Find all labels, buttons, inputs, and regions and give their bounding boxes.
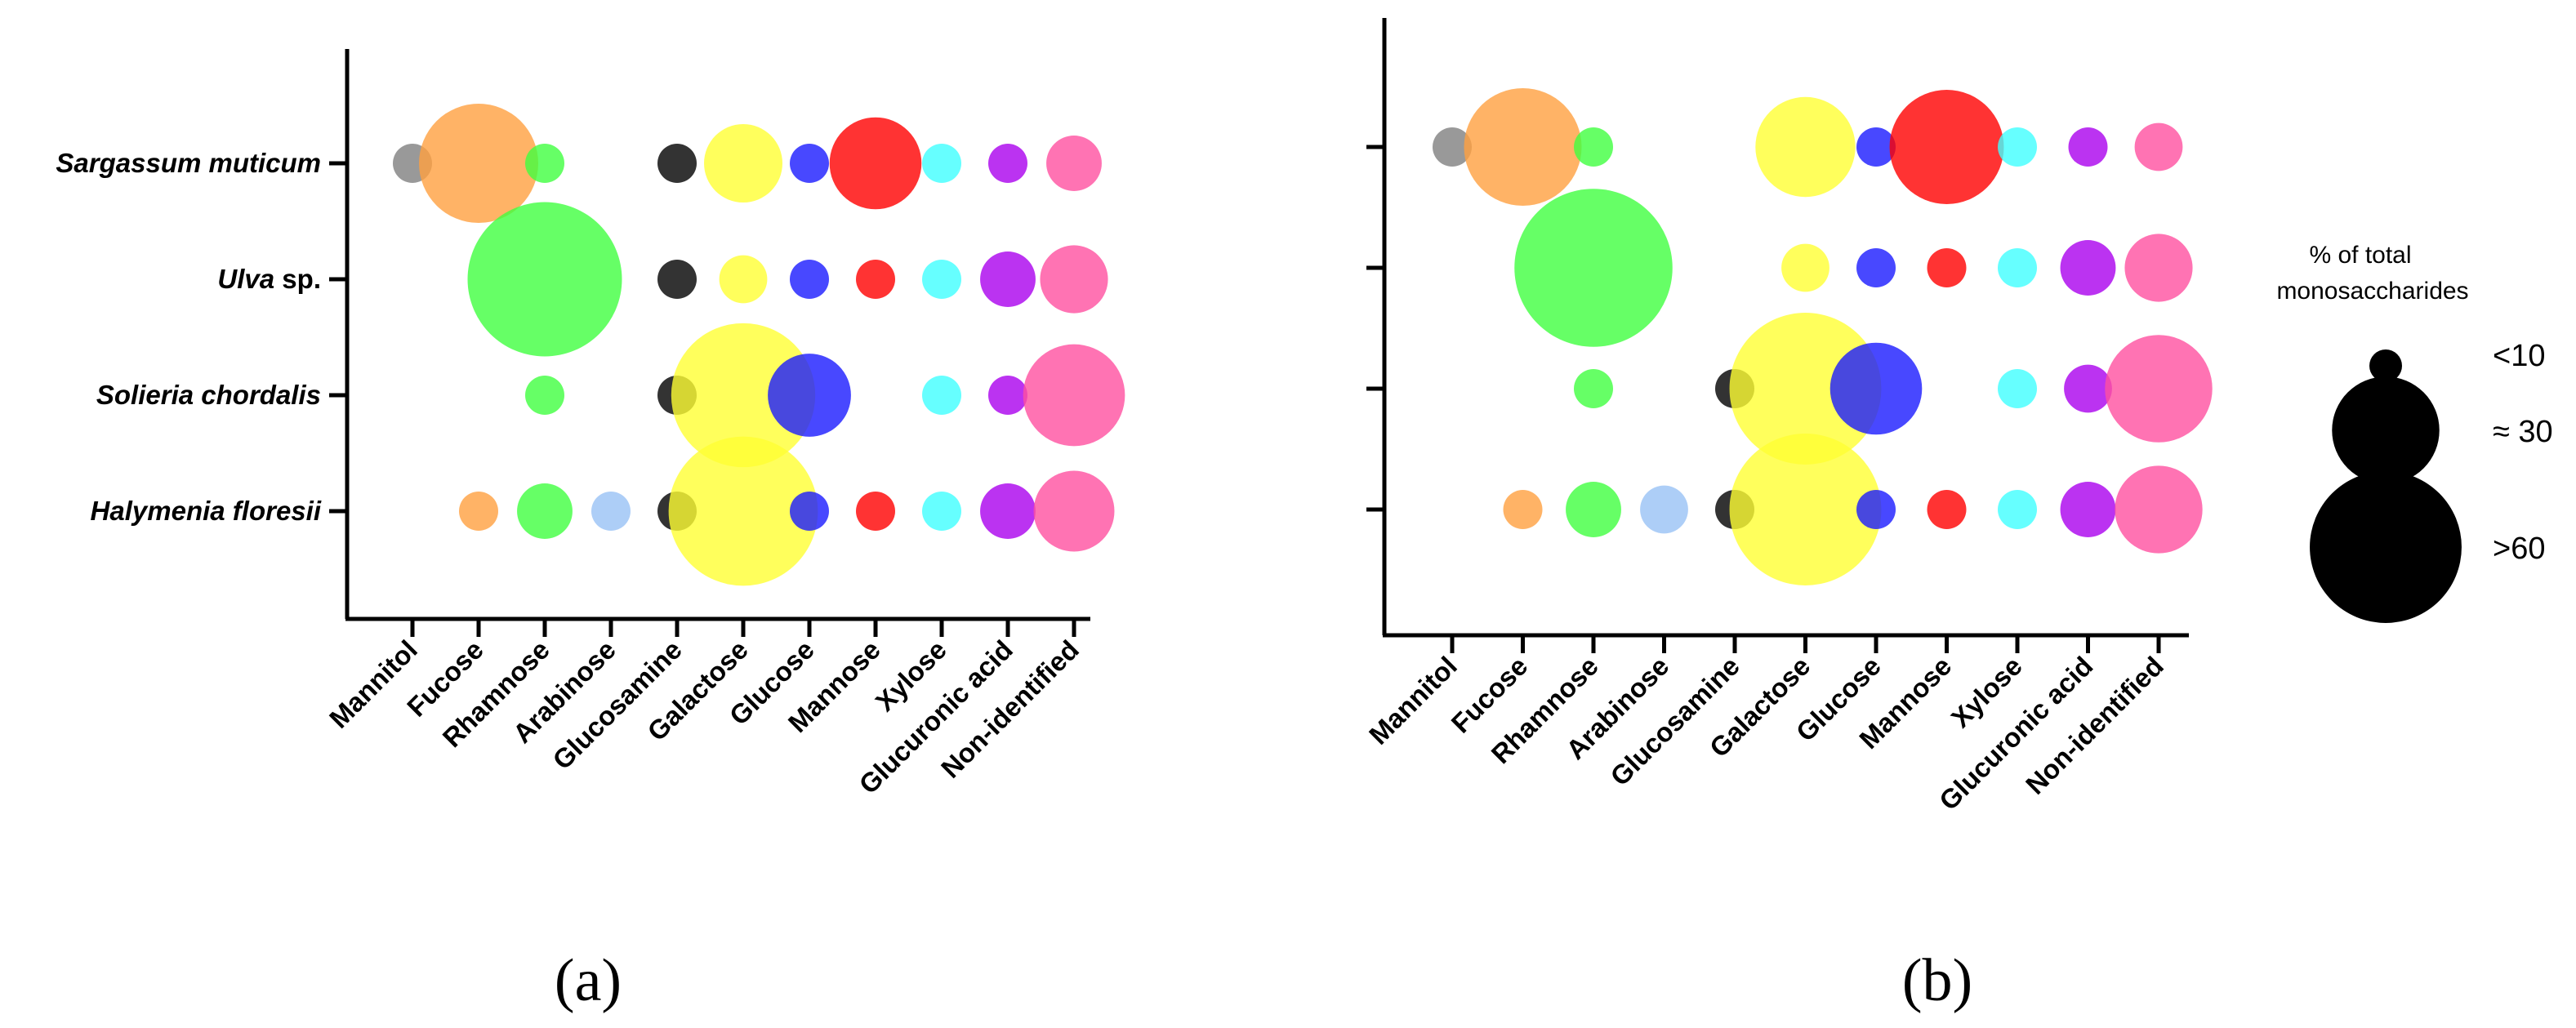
legend-title-line1: % of total [2309,242,2411,269]
row-label-sargassum-muticum: Sargassum muticum [56,148,321,178]
bubble-sargassum-muticum-galactose [1755,96,1856,198]
bubble-sargassum-muticum-mannose [829,117,922,210]
bubble-sargassum-muticum-glucose [1856,127,1896,167]
bubble-sargassum-muticum-galactose [704,124,782,202]
legend-bubble-1 [2369,349,2402,382]
bubble-sargassum-muticum-non-identified [1046,136,1102,191]
bubble-halymenia-floresii-mannose [856,492,895,531]
bubble-ulva-sp-non-identified [1040,245,1108,314]
bubble-halymenia-floresii-glucose [790,492,829,531]
bubble-halymenia-floresii-rhamnose [1566,482,1621,537]
row-label-solieria-chordalis: Solieria chordalis [96,380,321,410]
panel-a: Sargassum muticum Ulva sp. Solieria chorda… [56,49,1125,1014]
bubble-sargassum-muticum-rhamnose [1574,127,1613,167]
bubble-halymenia-floresii-galactose [668,436,818,586]
row-label-ulva-sp: Ulva sp. [217,264,321,294]
bubble-ulva-sp-glucose [1856,248,1896,287]
bubble-solieria-chordalis-rhamnose [525,376,564,415]
legend-label-3: >60 [2493,532,2545,566]
bubble-sargassum-muticum-glucuronic-acid [2068,127,2108,167]
bubble-sargassum-muticum-glucuronic-acid [988,144,1027,183]
bubble-solieria-chordalis-galactose [671,323,816,468]
row-label-name: Halymenia floresii [91,496,322,526]
x-tick-label-mannitol: Mannitol [1363,651,1463,750]
bubble-solieria-chordalis-non-identified [2105,335,2213,443]
bubble-sargassum-muticum-fucose [419,104,538,223]
bubble-sargassum-muticum-glucosamine [657,144,697,183]
bubble-ulva-sp-rhamnose [467,202,622,357]
bubble-ulva-sp-mannose [856,260,895,299]
bubble-solieria-chordalis-xylose [922,376,961,415]
row-label-name: Solieria chordalis [96,380,321,410]
panel-b: MannitolFucoseRhamnoseArabinoseGlucosami… [1363,18,2213,1014]
row-label-name: Ulva [217,264,274,294]
bubble-halymenia-floresii-non-identified [2115,465,2203,554]
bubble-sargassum-muticum-mannitol [1433,127,1472,167]
bubble-halymenia-floresii-mannose [1927,490,1967,529]
bubble-solieria-chordalis-glucose [1829,342,1923,435]
row-label-halymenia-floresii: Halymenia floresii [91,496,322,526]
bubble-halymenia-floresii-rhamnose [517,483,573,539]
bubble-ulva-sp-glucuronic-acid [980,251,1036,307]
bubble-sargassum-muticum-non-identified [2134,122,2183,171]
bubble-halymenia-floresii-arabinose [1640,485,1688,534]
row-label-name: Sargassum muticum [56,148,321,178]
legend: % of total monosaccharides <10 ≈ 30 >60 [2276,242,2553,623]
panel-label-a: (a) [555,947,622,1014]
bubble-halymenia-floresii-xylose [922,492,961,531]
bubble-solieria-chordalis-glucuronic-acid [2064,364,2112,413]
bubble-halymenia-floresii-xylose [1998,490,2037,529]
bubble-ulva-sp-xylose [922,260,961,299]
bubble-halymenia-floresii-fucose [1503,490,1543,529]
bubble-solieria-chordalis-rhamnose [1574,369,1613,408]
bubble-solieria-chordalis-non-identified [1023,344,1125,447]
bubble-halymenia-floresii-galactose [1729,434,1882,585]
bubble-sargassum-muticum-xylose [1998,127,2037,167]
bubble-halymenia-floresii-fucose [459,492,498,531]
legend-bubble-3 [2310,471,2462,623]
legend-label-2: ≈ 30 [2493,415,2553,449]
bubble-ulva-sp-glucose [790,260,829,299]
bubble-ulva-sp-galactose [719,255,768,304]
legend-bubble-2 [2332,376,2440,484]
bubble-solieria-chordalis-xylose [1998,369,2037,408]
bubble-halymenia-floresii-glucuronic-acid [980,483,1036,539]
bubble-halymenia-floresii-non-identified [1033,470,1115,552]
row-label-suffix: sp. [274,264,321,294]
bubble-sargassum-muticum-rhamnose [525,144,564,183]
bubble-ulva-sp-glucuronic-acid [2060,240,2116,296]
bubble-ulva-sp-mannose [1927,248,1967,287]
panel-label-b: (b) [1902,947,1972,1014]
bubble-sargassum-muticum-fucose [1464,88,1582,206]
bubble-solieria-chordalis-galactose [1729,313,1882,465]
bubble-ulva-sp-non-identified [2124,234,2193,302]
bubble-halymenia-floresii-glucuronic-acid [2060,482,2116,537]
bubble-ulva-sp-xylose [1998,248,2037,287]
bubble-ulva-sp-galactose [1781,243,1829,292]
x-tick-label-mannitol: Mannitol [323,634,423,734]
legend-title-line2: monosaccharides [2276,278,2468,305]
bubble-sargassum-muticum-xylose [922,144,961,183]
bubble-ulva-sp-glucosamine [657,260,697,299]
bubble-solieria-chordalis-glucose [768,354,851,437]
legend-label-1: <10 [2493,339,2545,373]
bubble-ulva-sp-rhamnose [1514,189,1673,347]
bubble-sargassum-muticum-mannose [1889,90,2004,204]
bubble-solieria-chordalis-glucuronic-acid [988,376,1027,415]
bubble-halymenia-floresii-glucose [1856,490,1896,529]
bubble-sargassum-muticum-glucose [790,144,829,183]
bubble-halymenia-floresii-arabinose [591,492,631,531]
